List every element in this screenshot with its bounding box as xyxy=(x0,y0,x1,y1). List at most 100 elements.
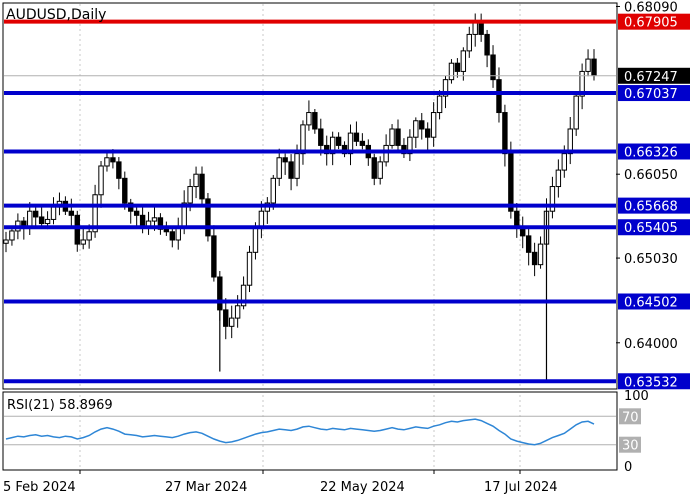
level-tag xyxy=(618,197,690,214)
price-tick-label: 0.68090 xyxy=(624,0,678,15)
rsi-panel xyxy=(2,391,618,471)
candle-body xyxy=(187,186,193,204)
candle-body xyxy=(240,284,247,307)
candle-body xyxy=(318,128,324,146)
price-panel xyxy=(2,2,618,390)
date-axis-labels: 5 Feb 2024 27 Mar 2024 22 May 2024 17 Jul 2… xyxy=(3,470,558,495)
candle-body xyxy=(27,210,33,229)
candle-body xyxy=(508,153,514,212)
candle-body xyxy=(579,70,585,97)
level-tag xyxy=(618,13,690,30)
candle-body xyxy=(98,165,104,196)
candle-body xyxy=(407,136,413,155)
candle-body xyxy=(395,128,401,146)
candle-body xyxy=(32,210,39,218)
rsi-tick-label: 100 xyxy=(624,389,649,404)
price-axis-ticks: 0.68090 0.66050 0.65030 0.64000 xyxy=(616,0,678,352)
candle-body xyxy=(413,120,419,138)
rsi-label: RSI(21) 58.8969 xyxy=(7,398,113,413)
candle-body xyxy=(478,21,484,35)
level-tag-label: 0.63532 xyxy=(624,375,678,390)
candle-body xyxy=(169,231,176,241)
candle-body xyxy=(359,140,366,146)
candle-body xyxy=(252,227,259,253)
candle-body xyxy=(585,58,591,72)
candle-body xyxy=(258,210,265,229)
candle-body xyxy=(205,198,211,237)
candle-body xyxy=(436,95,443,114)
candle-body xyxy=(276,157,282,179)
candle-body xyxy=(104,157,110,167)
candle-body xyxy=(228,317,235,327)
candle-body xyxy=(270,177,276,204)
price-tick-label: 0.65030 xyxy=(624,252,678,267)
candle-body xyxy=(371,157,377,179)
candle-body xyxy=(484,33,490,56)
candle-body xyxy=(525,235,532,253)
level-tag xyxy=(618,85,690,102)
candle-body xyxy=(151,217,158,222)
candle-body xyxy=(110,157,116,163)
level-tag xyxy=(618,293,690,310)
candle-body xyxy=(442,79,449,97)
candle-body xyxy=(50,206,57,220)
candle-body xyxy=(223,309,229,327)
candle-body xyxy=(80,239,86,245)
candle-body xyxy=(3,239,9,244)
candle-body xyxy=(347,132,354,155)
candle-body xyxy=(591,58,597,77)
date-tick-label: 17 Jul 2024 xyxy=(484,480,558,495)
candle-body xyxy=(466,33,472,52)
candle-body xyxy=(567,128,573,155)
price-tick-label: 0.64000 xyxy=(624,337,678,352)
candle-body xyxy=(496,79,502,114)
level-tag-label: 0.65405 xyxy=(624,221,678,236)
candle-body xyxy=(490,54,496,81)
candle-body xyxy=(472,21,478,35)
candle-body xyxy=(389,128,395,146)
price-tick-label: 0.66050 xyxy=(624,168,678,183)
candle-body xyxy=(329,136,336,155)
rsi-indicator: 100 70 30 0 xyxy=(4,389,649,475)
candle-body xyxy=(122,177,128,204)
candle-body xyxy=(234,305,241,319)
level-tag-label: 0.65668 xyxy=(624,200,678,215)
candle-body xyxy=(555,169,562,188)
candle-body xyxy=(199,173,205,200)
candle-body xyxy=(68,210,75,216)
candle-body xyxy=(537,243,544,266)
candle-body xyxy=(430,112,437,138)
current-price-label: 0.67247 xyxy=(624,70,678,85)
candle-body xyxy=(383,144,389,163)
date-tick-label: 27 Mar 2024 xyxy=(165,480,247,495)
candle-body xyxy=(163,228,170,233)
date-tick-label: 5 Feb 2024 xyxy=(3,480,76,495)
candle-body xyxy=(419,120,425,130)
rsi-tick-label: 30 xyxy=(622,439,639,454)
candle-body xyxy=(288,161,294,179)
candle-body xyxy=(116,161,122,179)
candle-body xyxy=(353,132,360,142)
candle-body xyxy=(133,210,140,216)
candle-body xyxy=(460,50,467,72)
rsi-guide-tag xyxy=(619,408,641,425)
candle-body xyxy=(573,95,579,130)
candle-body xyxy=(377,161,383,179)
candle-body xyxy=(549,186,556,212)
candle-body xyxy=(454,62,461,72)
level-tag-label: 0.67037 xyxy=(624,87,678,102)
candle-body xyxy=(211,235,217,278)
level-tag xyxy=(618,219,690,236)
candle-body xyxy=(92,194,98,233)
chart-title: AUDUSD,Daily xyxy=(6,7,106,23)
candle-body xyxy=(502,112,508,155)
level-tag xyxy=(618,143,690,160)
level-tag-label: 0.64502 xyxy=(624,295,678,310)
candle-body xyxy=(282,157,288,163)
current-price-tag xyxy=(618,67,690,84)
rsi-tick-label: 0 xyxy=(624,460,632,475)
candle-body xyxy=(531,251,538,266)
level-tag xyxy=(618,373,690,390)
candle-body xyxy=(312,112,318,130)
